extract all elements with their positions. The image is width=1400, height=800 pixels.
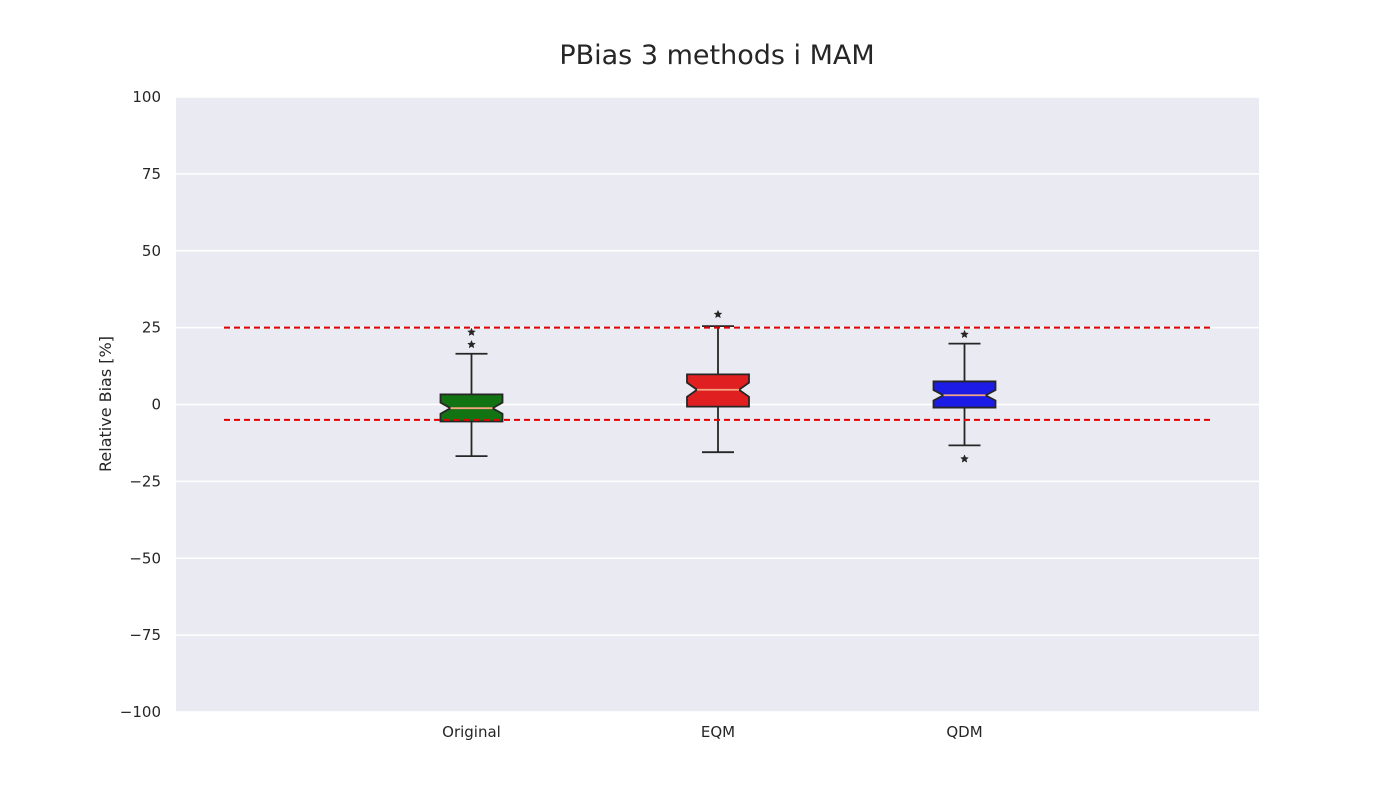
y-tick-label: −100 bbox=[120, 703, 161, 721]
y-tick-label: 100 bbox=[132, 88, 161, 106]
y-axis-label: Relative Bias [%] bbox=[96, 336, 115, 472]
y-tick-label: 50 bbox=[142, 242, 161, 260]
reference-lines bbox=[224, 326, 1211, 421]
y-tick-label: 25 bbox=[142, 319, 161, 337]
x-tick-label: QDM bbox=[946, 723, 982, 741]
chart-title: PBias 3 methods i MAM bbox=[559, 40, 875, 71]
boxes bbox=[439, 309, 997, 463]
y-tick-labels: 100 75 50 25 0 −25 −50 −75 −100 bbox=[120, 88, 161, 721]
x-tick-labels: Original EQM QDM bbox=[442, 723, 983, 741]
y-tick-label: −75 bbox=[129, 626, 161, 644]
box-qdm bbox=[932, 329, 997, 463]
y-tick-label: 0 bbox=[151, 396, 161, 414]
x-tick-label: EQM bbox=[701, 723, 735, 741]
outlier-point bbox=[713, 309, 723, 319]
outlier-point bbox=[467, 327, 476, 336]
y-tick-label: −50 bbox=[129, 549, 161, 567]
outlier-point bbox=[960, 329, 969, 339]
y-tick-label: −25 bbox=[129, 472, 161, 490]
box-eqm bbox=[686, 309, 750, 454]
outlier-point bbox=[960, 454, 969, 463]
y-tick-label: 75 bbox=[142, 165, 161, 183]
x-tick-label: Original bbox=[442, 723, 501, 741]
box-original bbox=[439, 327, 504, 458]
outlier-point bbox=[467, 339, 476, 349]
